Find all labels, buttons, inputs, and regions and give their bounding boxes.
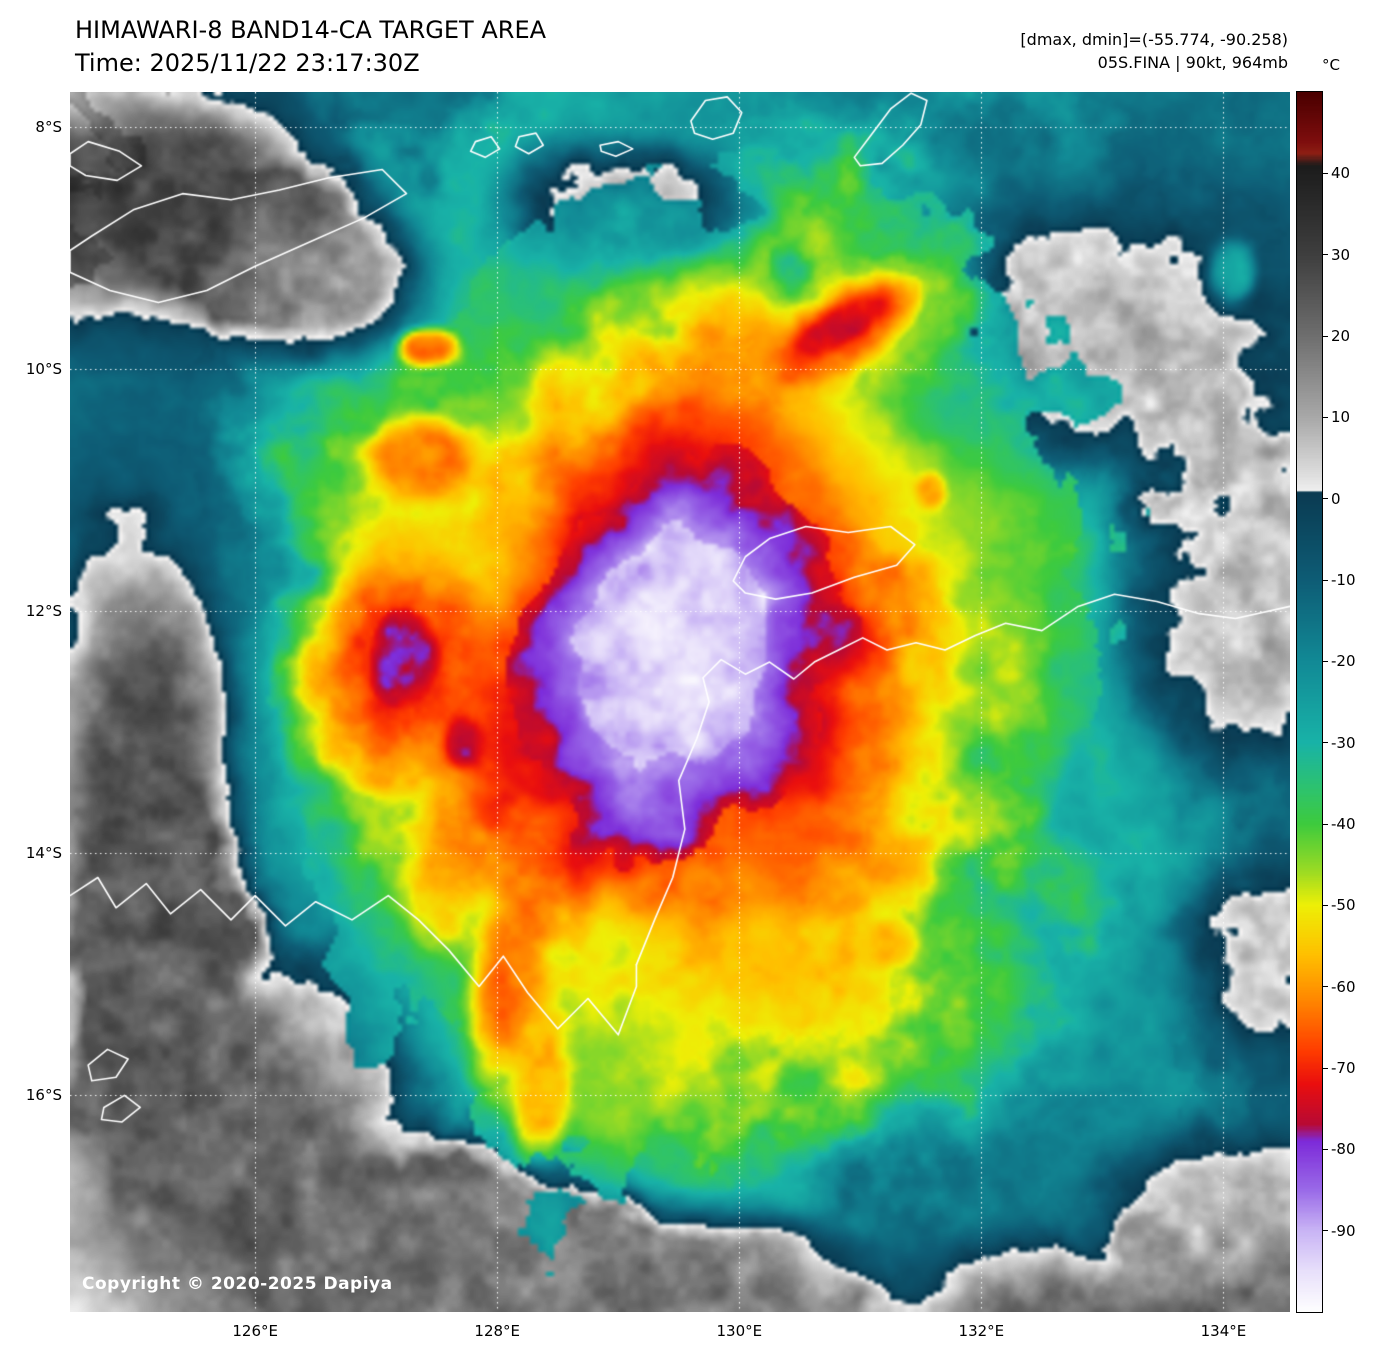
lon-tick-label: 130°E [716, 1322, 763, 1340]
copyright-watermark: Copyright © 2020-2025 Dapiya [82, 1274, 393, 1294]
colorbar-tick-label: 0 [1331, 489, 1341, 508]
image-timestamp: Time: 2025/11/22 23:17:30Z [75, 49, 420, 77]
colorbar-tick-label: -20 [1331, 652, 1356, 671]
colorbar-tick-mark [1322, 416, 1328, 418]
colorbar-tick-label: -90 [1331, 1221, 1356, 1240]
colorbar-tick-mark [1322, 823, 1328, 825]
temp-range-info: [dmax, dmin]=(-55.774, -90.258) [1020, 30, 1288, 49]
lon-tick-label: 134°E [1200, 1322, 1247, 1340]
colorbar-tick-mark [1322, 904, 1328, 906]
page-title: HIMAWARI-8 BAND14-CA TARGET AREA [75, 16, 547, 44]
colorbar-tick-mark [1322, 579, 1328, 581]
colorbar-tick-label: -60 [1331, 977, 1356, 996]
lat-tick-label: 12°S [25, 602, 62, 621]
colorbar [1296, 91, 1323, 1313]
colorbar-tick-label: -80 [1331, 1140, 1356, 1159]
colorbar-tick-label: 40 [1331, 164, 1351, 183]
colorbar-tick-label: -40 [1331, 815, 1356, 833]
satellite-map: Copyright © 2020-2025 Dapiya [70, 92, 1290, 1312]
lon-tick-label: 126°E [232, 1322, 278, 1340]
colorbar-tick-label: 20 [1331, 327, 1351, 345]
lat-tick-label: 14°S [25, 844, 62, 863]
colorbar-tick-label: -50 [1331, 896, 1356, 915]
colorbar-tick-mark [1322, 986, 1328, 988]
storm-info: 05S.FINA | 90kt, 964mb [1097, 53, 1288, 72]
lat-tick-label: 10°S [25, 360, 62, 379]
lat-tick-label: 8°S [35, 118, 62, 137]
colorbar-tick-label: 10 [1331, 408, 1351, 427]
colorbar-tick-mark [1322, 172, 1328, 174]
colorbar-tick-label: 30 [1331, 245, 1351, 264]
colorbar-tick-mark [1322, 335, 1328, 337]
colorbar-tick-mark [1322, 660, 1328, 662]
colorbar-tick-mark [1322, 1148, 1328, 1150]
colorbar-tick-mark [1322, 498, 1328, 500]
colorbar-tick-mark [1322, 742, 1328, 744]
colorbar-tick-mark [1322, 1067, 1328, 1069]
colorbar-tick-mark [1322, 1230, 1328, 1232]
lat-tick-label: 16°S [25, 1086, 62, 1105]
colorbar-unit-label: °C [1322, 56, 1340, 74]
header-right: [dmax, dmin]=(-55.774, -90.258) 05S.FINA… [1020, 28, 1288, 74]
satellite-image [70, 92, 1290, 1312]
colorbar-tick-label: -30 [1331, 733, 1356, 752]
lon-tick-label: 128°E [474, 1322, 521, 1340]
lon-tick-label: 132°E [958, 1322, 1005, 1340]
colorbar-tick-label: -10 [1331, 571, 1356, 589]
colorbar-tick-label: -70 [1331, 1059, 1356, 1077]
colorbar-tick-mark [1322, 254, 1328, 256]
